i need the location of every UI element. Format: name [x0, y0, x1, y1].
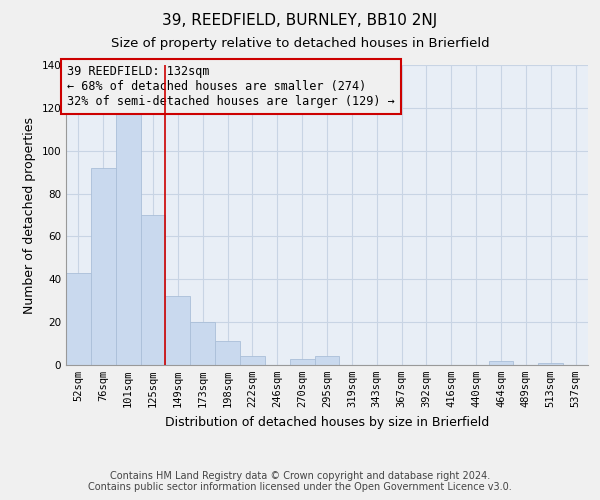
Bar: [290, 358, 314, 365]
Text: 39, REEDFIELD, BURNLEY, BB10 2NJ: 39, REEDFIELD, BURNLEY, BB10 2NJ: [163, 12, 437, 28]
Bar: [116, 114, 140, 365]
X-axis label: Distribution of detached houses by size in Brierfield: Distribution of detached houses by size …: [165, 416, 489, 428]
Bar: [314, 356, 340, 365]
Bar: [66, 273, 91, 365]
Text: 39 REEDFIELD: 132sqm
← 68% of detached houses are smaller (274)
32% of semi-deta: 39 REEDFIELD: 132sqm ← 68% of detached h…: [67, 65, 395, 108]
Y-axis label: Number of detached properties: Number of detached properties: [23, 116, 36, 314]
Bar: [538, 363, 563, 365]
Bar: [240, 356, 265, 365]
Text: Contains HM Land Registry data © Crown copyright and database right 2024.
Contai: Contains HM Land Registry data © Crown c…: [88, 471, 512, 492]
Bar: [215, 342, 240, 365]
Bar: [91, 168, 116, 365]
Bar: [488, 360, 514, 365]
Bar: [166, 296, 190, 365]
Bar: [190, 322, 215, 365]
Bar: [140, 215, 166, 365]
Text: Size of property relative to detached houses in Brierfield: Size of property relative to detached ho…: [110, 38, 490, 51]
